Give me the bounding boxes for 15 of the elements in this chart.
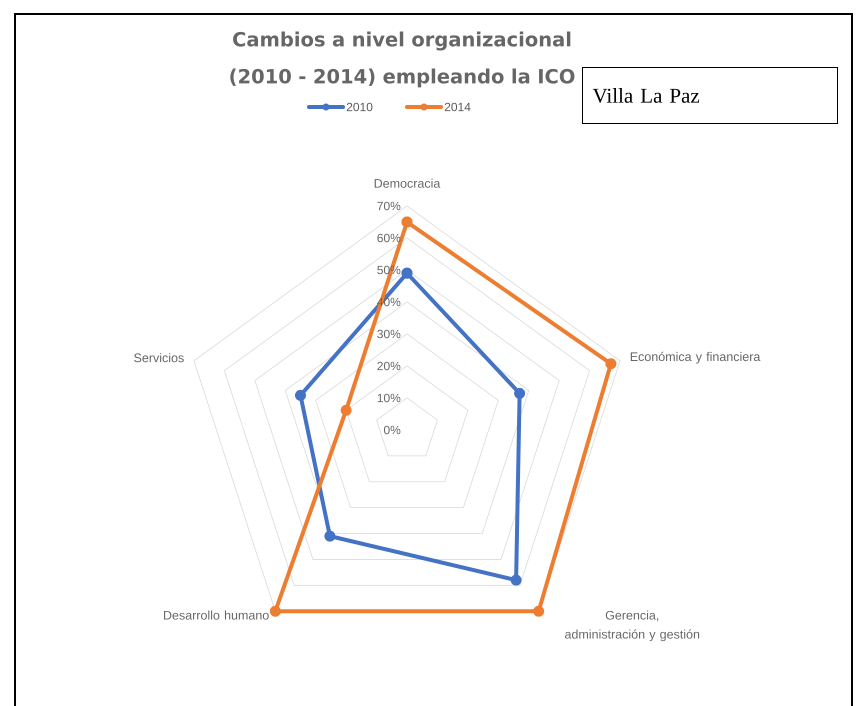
spoke-label: Democracia bbox=[374, 178, 440, 188]
y-tick-label: 0% bbox=[384, 426, 400, 434]
legend-label: 2010 bbox=[346, 102, 372, 112]
y-tick-label: 30% bbox=[377, 330, 400, 338]
text: Villa La Paz bbox=[592, 88, 700, 103]
spoke-label: Económica y financiera bbox=[630, 352, 760, 364]
y-tick-label: 70% bbox=[377, 202, 400, 210]
legend-label: 2014 bbox=[444, 102, 471, 112]
spoke-label: Servicios bbox=[134, 353, 184, 362]
spoke-label: Desarrollo humano bbox=[164, 610, 269, 620]
spoke-label: Gerencia, administración y gestión bbox=[565, 610, 700, 642]
y-tick-label: 20% bbox=[377, 362, 400, 370]
y-tick-label: 60% bbox=[377, 234, 400, 242]
chart-title: Cambios a nivel organizacional (2010 - 2014) empleando la ICO bbox=[230, 32, 574, 88]
y-tick-label: 10% bbox=[378, 394, 400, 402]
